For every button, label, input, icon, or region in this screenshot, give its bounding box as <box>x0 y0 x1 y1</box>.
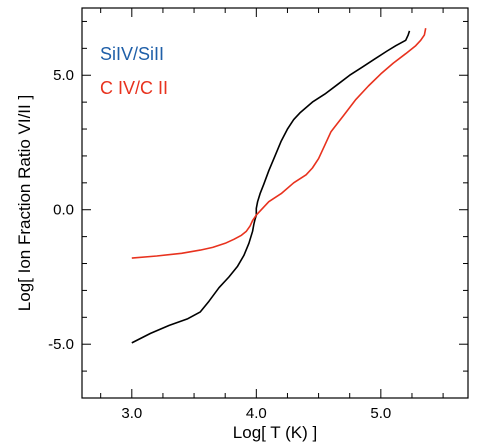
legend-label-siiv-siii: SiIV/SiII <box>100 44 164 64</box>
x-tick-label: 3.0 <box>121 405 142 422</box>
x-tick-label: 4.0 <box>246 405 267 422</box>
series-line-0 <box>131 30 411 344</box>
x-tick-label: 5.0 <box>370 405 391 422</box>
series-line-1 <box>131 28 427 259</box>
y-tick-label: 5.0 <box>53 67 74 84</box>
x-axis-label: Log[ T (K) ] <box>233 423 317 442</box>
y-tick-label: 0.0 <box>53 202 74 219</box>
plot-frame <box>81 7 469 399</box>
y-axis-label: Log[ Ion Fraction Ratio VI/II ] <box>15 95 34 311</box>
plot-area: 3.0 4.0 5.0 -5.0 0.0 5.0 <box>48 7 469 422</box>
y-tick-label: -5.0 <box>48 336 74 353</box>
legend-label-civ-cii: C IV/C II <box>100 78 168 98</box>
